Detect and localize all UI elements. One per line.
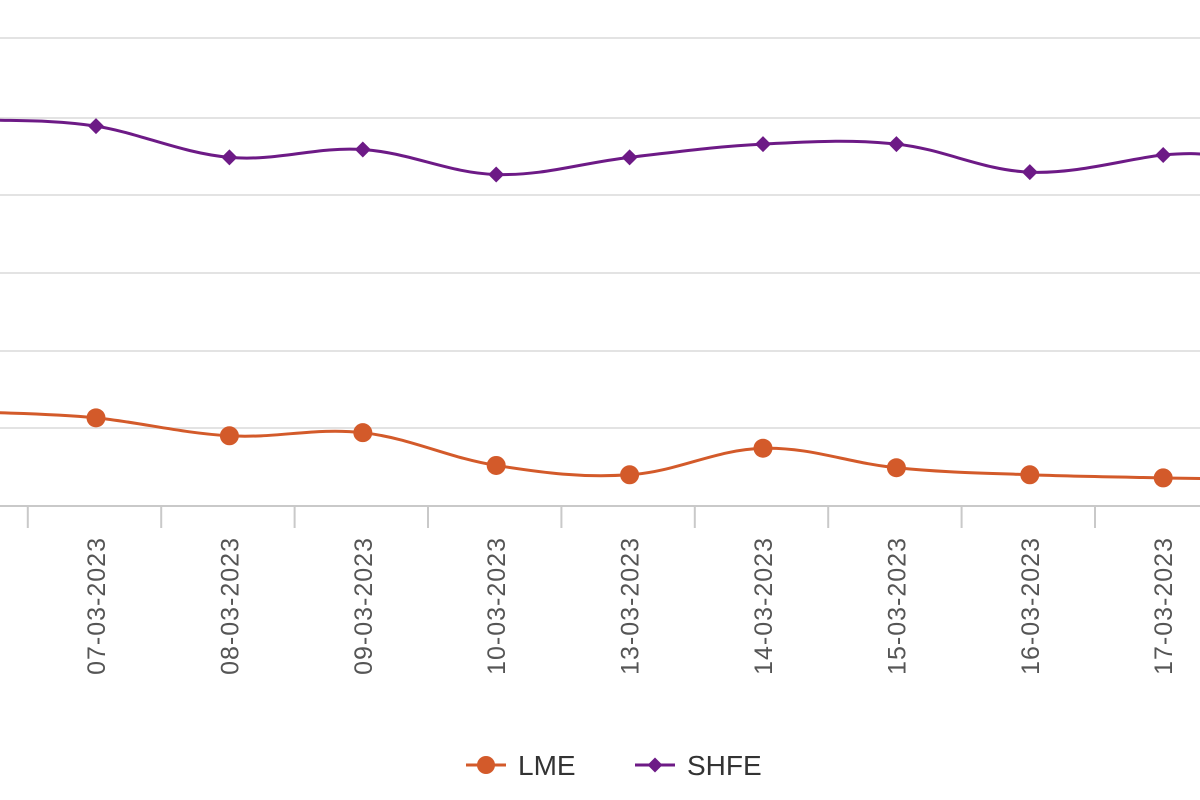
grid-lines bbox=[0, 37, 1200, 429]
x-tick-label: 16-03-2023 bbox=[1017, 537, 1045, 675]
lme-point[interactable] bbox=[486, 455, 506, 475]
series-layer bbox=[0, 118, 1200, 488]
x-tick-label: 17-03-2023 bbox=[1150, 537, 1178, 675]
lme-point[interactable] bbox=[886, 458, 906, 478]
legend-label-lme: LME bbox=[518, 750, 576, 781]
shfe-point[interactable] bbox=[888, 136, 905, 153]
legend[interactable]: LME SHFE bbox=[466, 750, 762, 781]
x-tick-label: 15-03-2023 bbox=[883, 537, 911, 675]
shfe-point[interactable] bbox=[621, 149, 638, 166]
lme-series-line bbox=[0, 411, 1200, 481]
legend-marker-shfe bbox=[647, 757, 663, 773]
x-tick-label: 09-03-2023 bbox=[350, 537, 378, 675]
lme-point[interactable] bbox=[86, 408, 106, 428]
legend-item-lme[interactable]: LME bbox=[466, 750, 576, 781]
x-axis: 07-03-2023 08-03-2023 09-03-2023 10-03-2023… bbox=[0, 505, 1200, 675]
lme-point[interactable] bbox=[753, 438, 773, 458]
shfe-point[interactable] bbox=[88, 118, 104, 135]
legend-item-shfe[interactable]: SHFE bbox=[635, 750, 762, 781]
lme-point[interactable] bbox=[353, 423, 373, 443]
shfe-point[interactable] bbox=[1021, 164, 1038, 181]
x-tick-label: 10-03-2023 bbox=[483, 537, 511, 675]
shfe-point[interactable] bbox=[1155, 147, 1172, 163]
lme-point[interactable] bbox=[1153, 468, 1173, 488]
x-tick-label: 14-03-2023 bbox=[750, 537, 778, 675]
shfe-point[interactable] bbox=[488, 166, 505, 183]
legend-label-shfe: SHFE bbox=[687, 750, 762, 781]
legend-marker-lme bbox=[477, 756, 495, 774]
shfe-point[interactable] bbox=[755, 136, 771, 153]
x-tick-label: 07-03-2023 bbox=[83, 537, 111, 675]
shfe-series-line bbox=[0, 118, 1200, 177]
shfe-point[interactable] bbox=[221, 149, 238, 166]
lme-point[interactable] bbox=[1020, 465, 1040, 485]
x-tick-label: 13-03-2023 bbox=[617, 537, 645, 675]
x-tick-label: 08-03-2023 bbox=[216, 537, 244, 675]
shfe-point[interactable] bbox=[354, 141, 371, 158]
lme-point[interactable] bbox=[620, 465, 640, 485]
lme-point[interactable] bbox=[219, 426, 239, 446]
